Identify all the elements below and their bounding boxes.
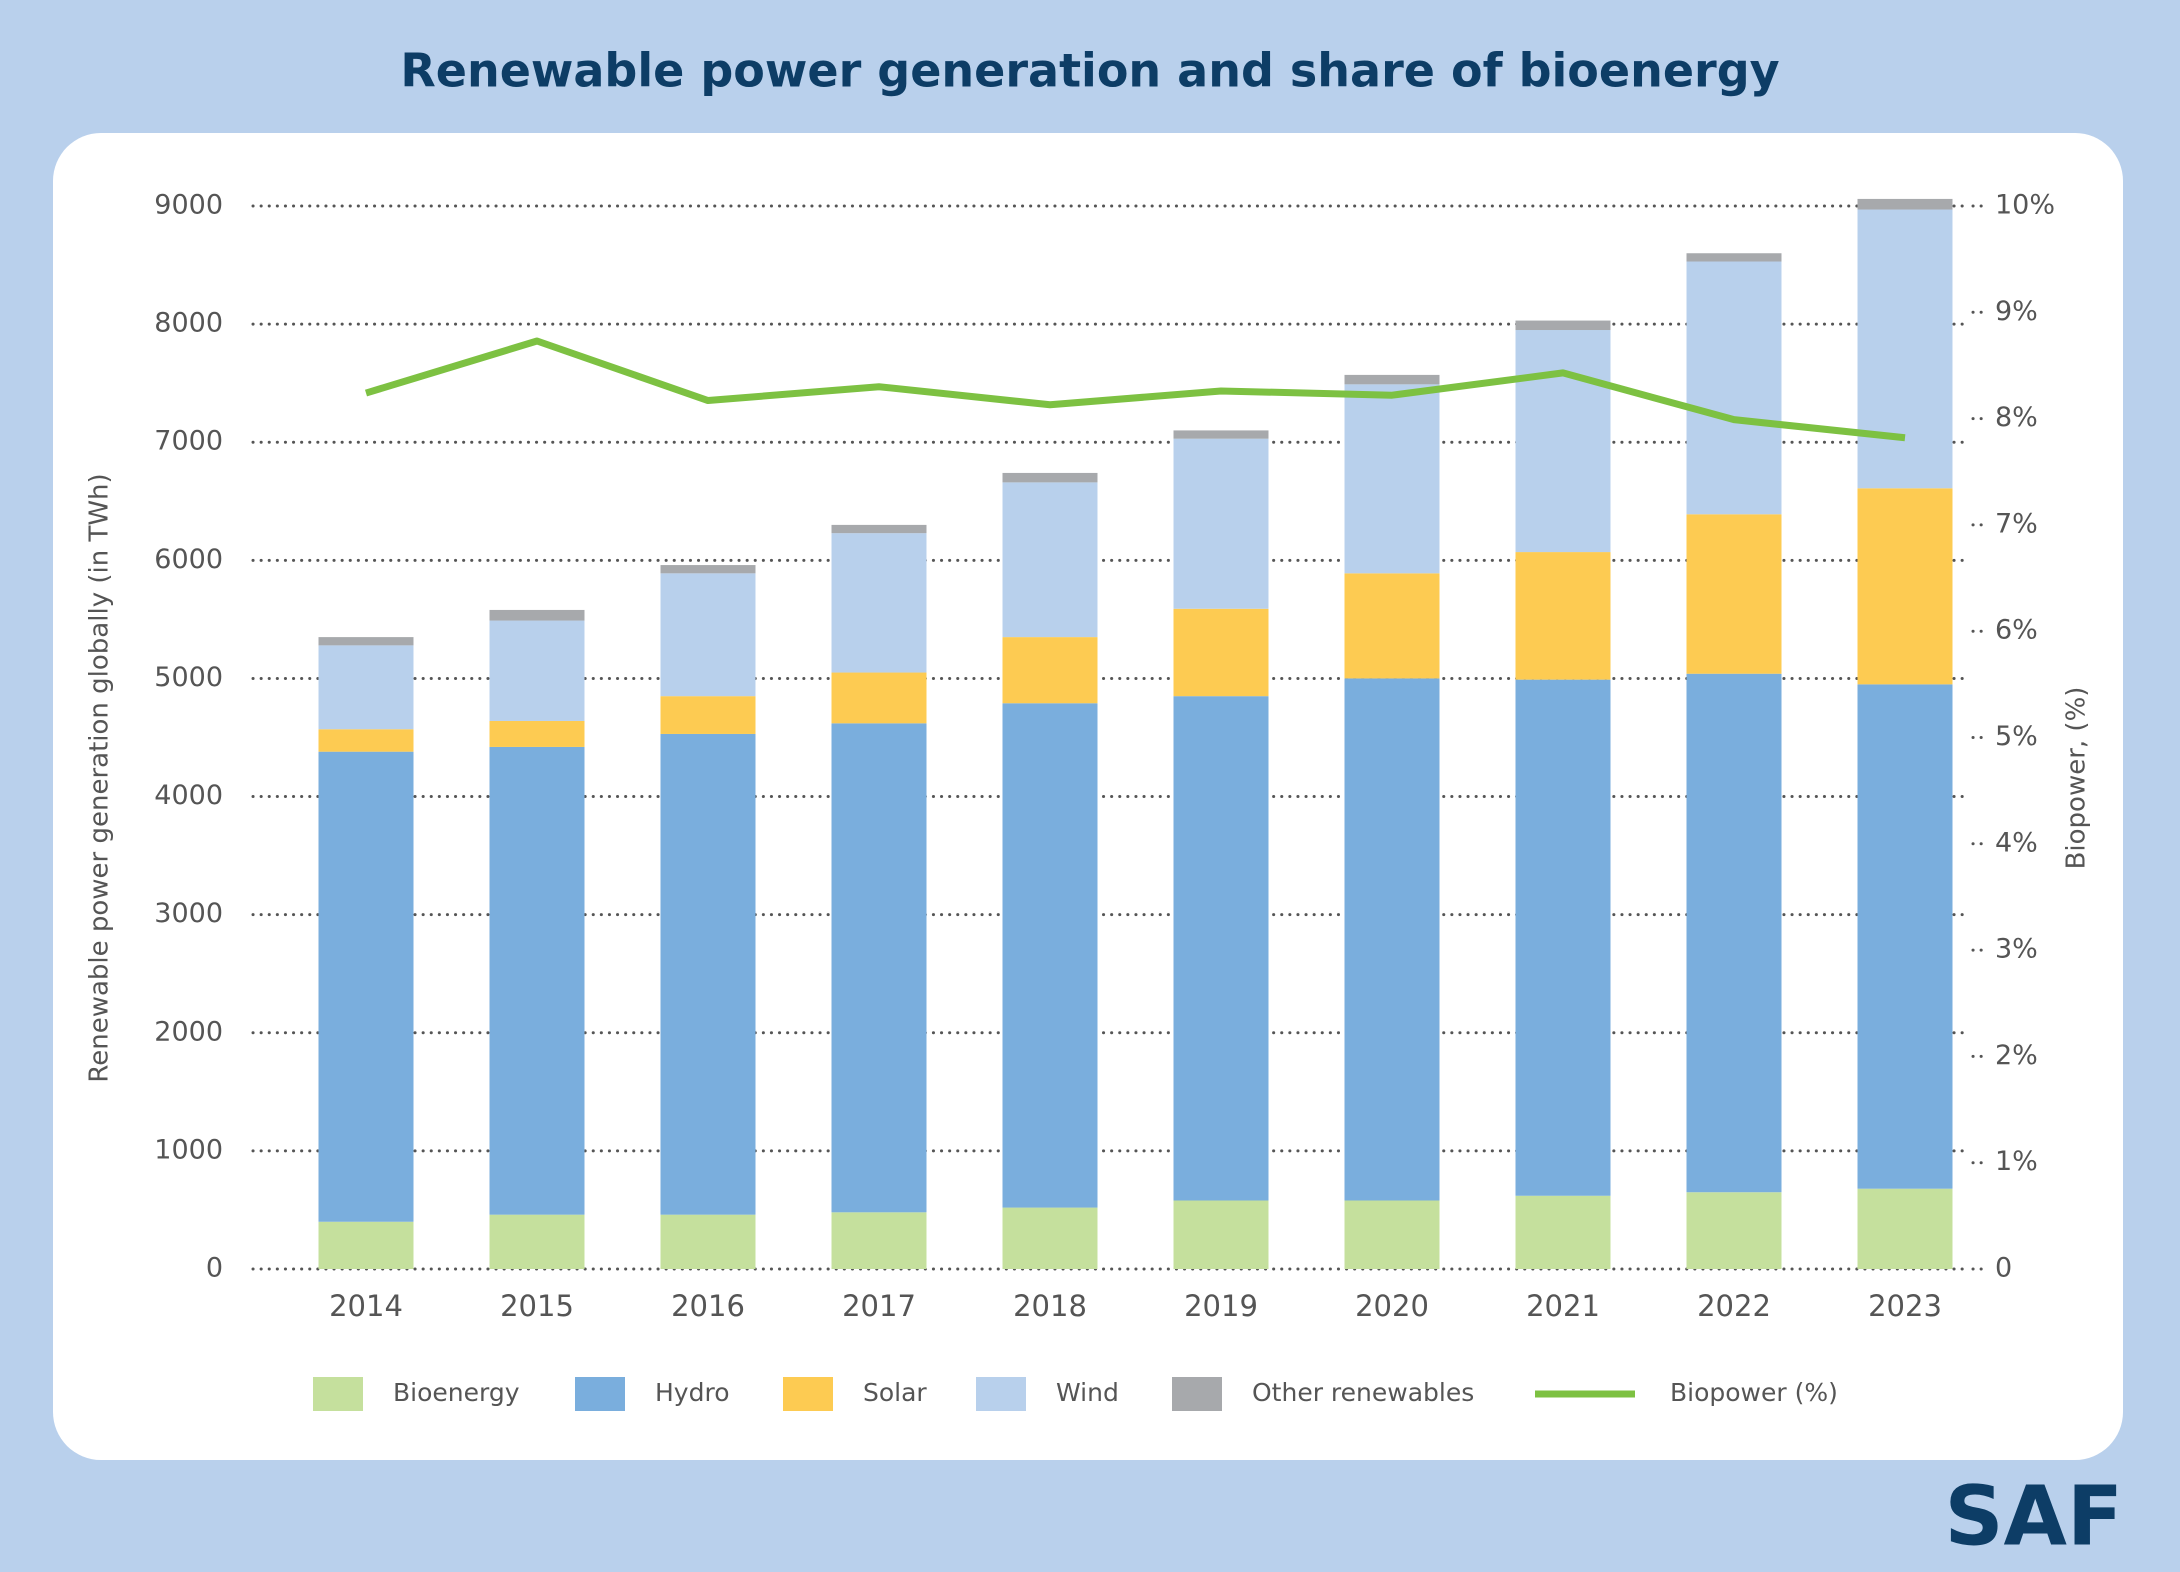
bar-segment — [1857, 209, 1953, 489]
bar-segment — [318, 637, 414, 646]
legend-label: Hydro — [655, 1378, 730, 1407]
bar-segment — [660, 573, 756, 697]
x-tick-label: 2020 — [1355, 1289, 1429, 1323]
x-tick-label: 2015 — [500, 1289, 574, 1323]
bar-segment — [318, 645, 414, 730]
legend-label: Other renewables — [1252, 1378, 1474, 1407]
bar-segment — [1857, 1188, 1953, 1269]
bar-segment — [1515, 679, 1611, 1196]
legend-label: Wind — [1056, 1378, 1119, 1407]
legend-label: Biopower (%) — [1670, 1378, 1838, 1407]
bar-segment — [831, 1212, 927, 1269]
y2-tick-label: 5% — [1995, 721, 2038, 752]
bar-segment — [318, 729, 414, 752]
bar-segment — [831, 533, 927, 673]
x-tick-label: 2021 — [1526, 1289, 1600, 1323]
bar-segment — [1173, 1200, 1269, 1269]
bar-segment — [660, 696, 756, 734]
legend-label: Bioenergy — [393, 1378, 520, 1407]
chart-title: Renewable power generation and share of … — [400, 44, 1779, 98]
bar-segment — [1515, 330, 1611, 553]
bar-segment — [1344, 374, 1440, 385]
bar-segment — [1686, 514, 1782, 674]
brand-logo: SAF — [1944, 1469, 2123, 1564]
bar-segment — [1344, 384, 1440, 574]
legend-swatch — [313, 1377, 363, 1411]
y-tick-label: 2000 — [154, 1016, 223, 1047]
y2-tick-label: 9% — [1995, 296, 2038, 327]
y-tick-label: 0 — [206, 1253, 223, 1284]
y2-tick-label: 7% — [1995, 508, 2038, 539]
bar-segment — [489, 609, 585, 621]
y2-tick-label: 4% — [1995, 827, 2038, 858]
bar-segment — [1344, 573, 1440, 679]
x-tick-label: 2019 — [1184, 1289, 1258, 1323]
bar-segment — [1857, 684, 1953, 1189]
bar-segment — [1515, 552, 1611, 680]
y-tick-label: 4000 — [154, 780, 223, 811]
bar-segment — [1173, 430, 1269, 439]
x-tick-label: 2022 — [1697, 1289, 1771, 1323]
y-tick-label: 3000 — [154, 898, 223, 929]
bar-segment — [831, 723, 927, 1213]
legend-swatch — [783, 1377, 833, 1411]
bar-segment — [1002, 472, 1098, 483]
y2-tick-label: 1% — [1995, 1146, 2038, 1177]
bar-segment — [1686, 253, 1782, 262]
y-tick-label: 5000 — [154, 662, 223, 693]
y-tick-label: 8000 — [154, 308, 223, 339]
bar-segment — [1686, 673, 1782, 1193]
y-tick-label: 1000 — [154, 1134, 223, 1165]
bar-segment — [831, 672, 927, 724]
y2-tick-label: 6% — [1995, 615, 2038, 646]
legend-swatch — [575, 1377, 625, 1411]
bar-segment — [1857, 198, 1953, 210]
bar-segment — [1344, 1200, 1440, 1269]
bar-segment — [1002, 703, 1098, 1208]
bar-segment — [1344, 678, 1440, 1201]
y-tick-label: 6000 — [154, 544, 223, 575]
bar-segment — [1515, 320, 1611, 331]
y2-tick-label: 10% — [1995, 190, 2055, 221]
x-tick-label: 2016 — [671, 1289, 745, 1323]
bar-segment — [1173, 608, 1269, 697]
y-tick-label: 9000 — [154, 190, 223, 221]
bar-segment — [660, 733, 756, 1215]
bar-segment — [318, 751, 414, 1222]
y-tick-label: 7000 — [154, 426, 223, 457]
y2-tick-label: 0 — [1995, 1253, 2012, 1284]
y2-axis-title: Biopower, (%) — [2062, 687, 2092, 870]
bar-segment — [1002, 482, 1098, 638]
bar-segment — [489, 746, 585, 1215]
legend-label: Solar — [863, 1378, 927, 1407]
legend-swatch — [976, 1377, 1026, 1411]
x-tick-label: 2017 — [842, 1289, 916, 1323]
bar-segment — [1173, 438, 1269, 609]
bar-segment — [318, 1221, 414, 1269]
x-tick-label: 2018 — [1013, 1289, 1087, 1323]
bar-segment — [1173, 696, 1269, 1201]
y-axis-title: Renewable power generation globally (in … — [85, 473, 115, 1082]
legend-swatch — [1172, 1377, 1222, 1411]
line-series — [364, 337, 1906, 442]
y2-tick-label: 3% — [1995, 934, 2038, 965]
y2-tick-label: 2% — [1995, 1040, 2038, 1071]
bar-segment — [660, 565, 756, 574]
bar-segment — [1515, 1195, 1611, 1269]
bar-segment — [489, 1214, 585, 1269]
bar-segment — [1686, 1192, 1782, 1269]
x-tick-label: 2014 — [329, 1289, 403, 1323]
bar-segment — [660, 1214, 756, 1269]
bar-segment — [1002, 637, 1098, 704]
bar-segment — [489, 620, 585, 721]
bar-segment — [831, 524, 927, 534]
bar-segment — [1002, 1207, 1098, 1269]
bar-segment — [1686, 261, 1782, 515]
y2-tick-label: 8% — [1995, 402, 2038, 433]
bar-segment — [489, 720, 585, 747]
bar-segment — [1857, 488, 1953, 685]
x-tick-label: 2023 — [1868, 1289, 1942, 1323]
